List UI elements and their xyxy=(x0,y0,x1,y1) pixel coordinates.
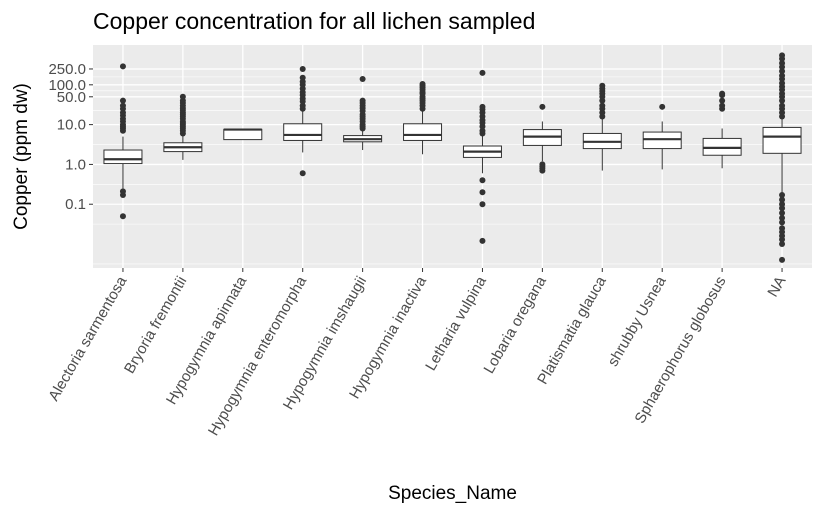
outlier-point xyxy=(779,68,786,75)
y-tick-label: 100.0 xyxy=(48,77,86,94)
outlier-point xyxy=(479,127,486,134)
box-body xyxy=(283,123,323,141)
x-tick-label: Alectoria sarmentosa xyxy=(45,273,130,404)
plot-panel xyxy=(93,45,812,268)
outlier-point xyxy=(659,103,666,110)
box-10 xyxy=(642,103,682,170)
x-tick-label: Bryoria fremontii xyxy=(121,274,190,377)
x-tick-label: Lobaria oregana xyxy=(480,273,550,377)
outlier-point xyxy=(719,102,726,109)
y-axis-title: Copper (ppm dw) xyxy=(11,83,32,230)
box-body xyxy=(103,149,143,165)
box-7 xyxy=(462,69,502,244)
outlier-point xyxy=(779,241,786,248)
y-tick-label: 10.0 xyxy=(57,117,86,134)
outlier-point xyxy=(299,170,306,177)
x-tick-label: NA xyxy=(764,274,789,301)
box-5 xyxy=(343,75,383,151)
box-body xyxy=(762,126,802,154)
outlier-point xyxy=(779,72,786,79)
x-tick-label: Platismatia glauca xyxy=(534,273,610,387)
box-9 xyxy=(582,82,622,171)
outlier-point xyxy=(299,65,306,72)
outlier-point xyxy=(479,201,486,208)
outlier-point xyxy=(779,52,786,59)
box-6 xyxy=(403,80,443,155)
box-8 xyxy=(522,103,562,174)
y-tick-label: 0.1 xyxy=(65,196,86,213)
y-tick-label: 250.0 xyxy=(48,61,86,78)
box-2 xyxy=(163,93,203,160)
box-body xyxy=(642,131,682,150)
x-axis-title: Species_Name xyxy=(388,483,517,504)
outlier-point xyxy=(779,210,786,217)
outlier-point xyxy=(779,196,786,203)
outlier-point xyxy=(719,90,726,97)
box-3 xyxy=(223,128,263,141)
outlier-point xyxy=(299,74,306,81)
outlier-point xyxy=(119,97,126,104)
x-tick-label: Letharia vulpina xyxy=(422,273,490,374)
box-body xyxy=(403,123,443,141)
box-4 xyxy=(283,65,323,177)
outlier-point xyxy=(479,189,486,196)
outlier-point xyxy=(779,102,786,109)
outlier-point xyxy=(179,93,186,100)
outlier-point xyxy=(119,213,126,220)
outlier-point xyxy=(779,225,786,232)
y-tick-label: 1.0 xyxy=(65,156,86,173)
box-body xyxy=(223,128,263,141)
outlier-point xyxy=(479,237,486,244)
outlier-point xyxy=(119,102,126,109)
box-11 xyxy=(702,90,742,169)
outlier-point xyxy=(119,63,126,70)
outlier-point xyxy=(419,80,426,87)
chart-title: Copper concentration for all lichen samp… xyxy=(93,8,536,34)
outlier-point xyxy=(599,82,606,89)
outlier-point xyxy=(119,188,126,195)
outlier-point xyxy=(479,69,486,76)
outlier-point xyxy=(779,219,786,226)
outlier-point xyxy=(779,201,786,208)
y-tick-label: 50.0 xyxy=(57,89,86,106)
outlier-point xyxy=(539,161,546,168)
outlier-point xyxy=(599,102,606,109)
outlier-point xyxy=(359,75,366,82)
box-1 xyxy=(103,63,143,220)
box-plots xyxy=(103,52,802,263)
outlier-point xyxy=(779,256,786,263)
outlier-point xyxy=(779,80,786,87)
outlier-point xyxy=(719,97,726,104)
outlier-point xyxy=(779,215,786,222)
outlier-point xyxy=(359,97,366,104)
outlier-point xyxy=(539,103,546,110)
outlier-point xyxy=(779,60,786,67)
outlier-point xyxy=(779,192,786,199)
outlier-point xyxy=(479,103,486,110)
outlier-point xyxy=(479,177,486,184)
x-tick-label: shrubby Usnea xyxy=(604,273,669,369)
box-12 xyxy=(762,52,802,263)
